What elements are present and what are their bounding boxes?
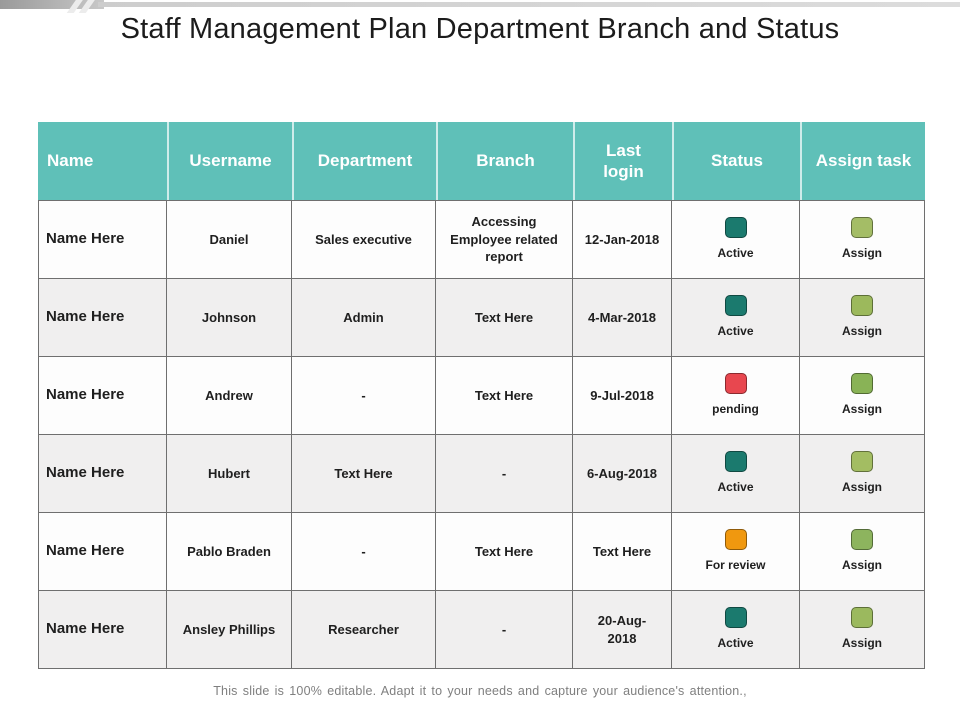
cell-username: Hubert	[167, 435, 292, 512]
status-swatch	[724, 217, 747, 239]
cell-department: -	[292, 513, 436, 590]
assign-button[interactable]	[851, 217, 873, 239]
status-label: pending	[712, 402, 759, 417]
cell-status: Active	[672, 591, 800, 668]
status-swatch	[724, 607, 747, 629]
assign-button[interactable]	[851, 373, 873, 395]
cell-assign-task[interactable]: Assign	[800, 513, 924, 590]
cell-assign-task[interactable]: Assign	[800, 201, 924, 278]
cell-assign-task[interactable]: Assign	[800, 435, 924, 512]
cell-branch: -	[436, 591, 573, 668]
cell-username: Johnson	[167, 279, 292, 356]
assign-label: Assign	[841, 558, 882, 573]
cell-last-login: 4-Mar-2018	[573, 279, 672, 356]
column-header-last-login: Last login	[573, 122, 672, 200]
cell-status: Active	[672, 279, 800, 356]
assign-button[interactable]	[851, 451, 873, 473]
status-label: Active	[717, 324, 754, 339]
status-label: Active	[717, 246, 754, 261]
table-row: Name Here Andrew - Text Here 9-Jul-2018 …	[39, 357, 924, 435]
column-header-branch: Branch	[436, 122, 573, 200]
cell-last-login: 20-Aug-2018	[573, 591, 672, 668]
cell-last-login: 12-Jan-2018	[573, 201, 672, 278]
cell-last-login: Text Here	[573, 513, 672, 590]
table-row: Name Here Pablo Braden - Text Here Text …	[39, 513, 924, 591]
assign-label: Assign	[841, 480, 882, 495]
status-label: For review	[705, 558, 766, 573]
assign-label: Assign	[841, 402, 882, 417]
cell-name: Name Here	[39, 279, 167, 356]
status-label: Active	[717, 636, 754, 651]
cell-branch: Text Here	[436, 279, 573, 356]
cell-department: Text Here	[292, 435, 436, 512]
cell-assign-task[interactable]: Assign	[800, 279, 924, 356]
assign-button[interactable]	[851, 529, 873, 551]
cell-department: Sales executive	[292, 201, 436, 278]
cell-name: Name Here	[39, 591, 167, 668]
assign-label: Assign	[841, 636, 882, 651]
column-header-username: Username	[167, 122, 292, 200]
assign-button[interactable]	[851, 607, 873, 629]
top-accent-bar-light	[98, 2, 960, 7]
cell-last-login: 6-Aug-2018	[573, 435, 672, 512]
cell-username: Pablo Braden	[167, 513, 292, 590]
cell-username: Daniel	[167, 201, 292, 278]
cell-assign-task[interactable]: Assign	[800, 357, 924, 434]
table-row: Name Here Hubert Text Here - 6-Aug-2018 …	[39, 435, 924, 513]
cell-name: Name Here	[39, 435, 167, 512]
table-body: Name Here Daniel Sales executive Accessi…	[38, 200, 925, 669]
cell-assign-task[interactable]: Assign	[800, 591, 924, 668]
top-accent-bar-dark	[0, 0, 104, 9]
cell-status: Active	[672, 435, 800, 512]
cell-department: Researcher	[292, 591, 436, 668]
column-header-assign-task: Assign task	[800, 122, 925, 200]
assign-button[interactable]	[851, 295, 873, 317]
cell-name: Name Here	[39, 357, 167, 434]
cell-branch: Text Here	[436, 513, 573, 590]
cell-branch: Text Here	[436, 357, 573, 434]
cell-department: Admin	[292, 279, 436, 356]
footer-note: This slide is 100% editable. Adapt it to…	[213, 684, 747, 698]
status-swatch	[724, 373, 747, 395]
cell-status: Active	[672, 201, 800, 278]
table-row: Name Here Johnson Admin Text Here 4-Mar-…	[39, 279, 924, 357]
table-header-row: Name Username Department Branch Last log…	[38, 122, 925, 200]
table-row: Name Here Daniel Sales executive Accessi…	[39, 201, 924, 279]
cell-status: For review	[672, 513, 800, 590]
cell-status: pending	[672, 357, 800, 434]
column-header-department: Department	[292, 122, 436, 200]
cell-branch: -	[436, 435, 573, 512]
staff-table: Name Username Department Branch Last log…	[38, 122, 925, 669]
cell-branch: Accessing Employee related report	[436, 201, 573, 278]
cell-last-login: 9-Jul-2018	[573, 357, 672, 434]
status-label: Active	[717, 480, 754, 495]
cell-department: -	[292, 357, 436, 434]
status-swatch	[724, 529, 747, 551]
cell-username: Ansley Phillips	[167, 591, 292, 668]
cell-username: Andrew	[167, 357, 292, 434]
cell-name: Name Here	[39, 201, 167, 278]
status-swatch	[724, 451, 747, 473]
cell-name: Name Here	[39, 513, 167, 590]
assign-label: Assign	[841, 324, 882, 339]
column-header-status: Status	[672, 122, 800, 200]
table-row: Name Here Ansley Phillips Researcher - 2…	[39, 591, 924, 668]
assign-label: Assign	[841, 246, 882, 261]
column-header-name: Name	[47, 151, 94, 171]
status-swatch	[724, 295, 747, 317]
page-title: Staff Management Plan Department Branch …	[120, 13, 840, 45]
